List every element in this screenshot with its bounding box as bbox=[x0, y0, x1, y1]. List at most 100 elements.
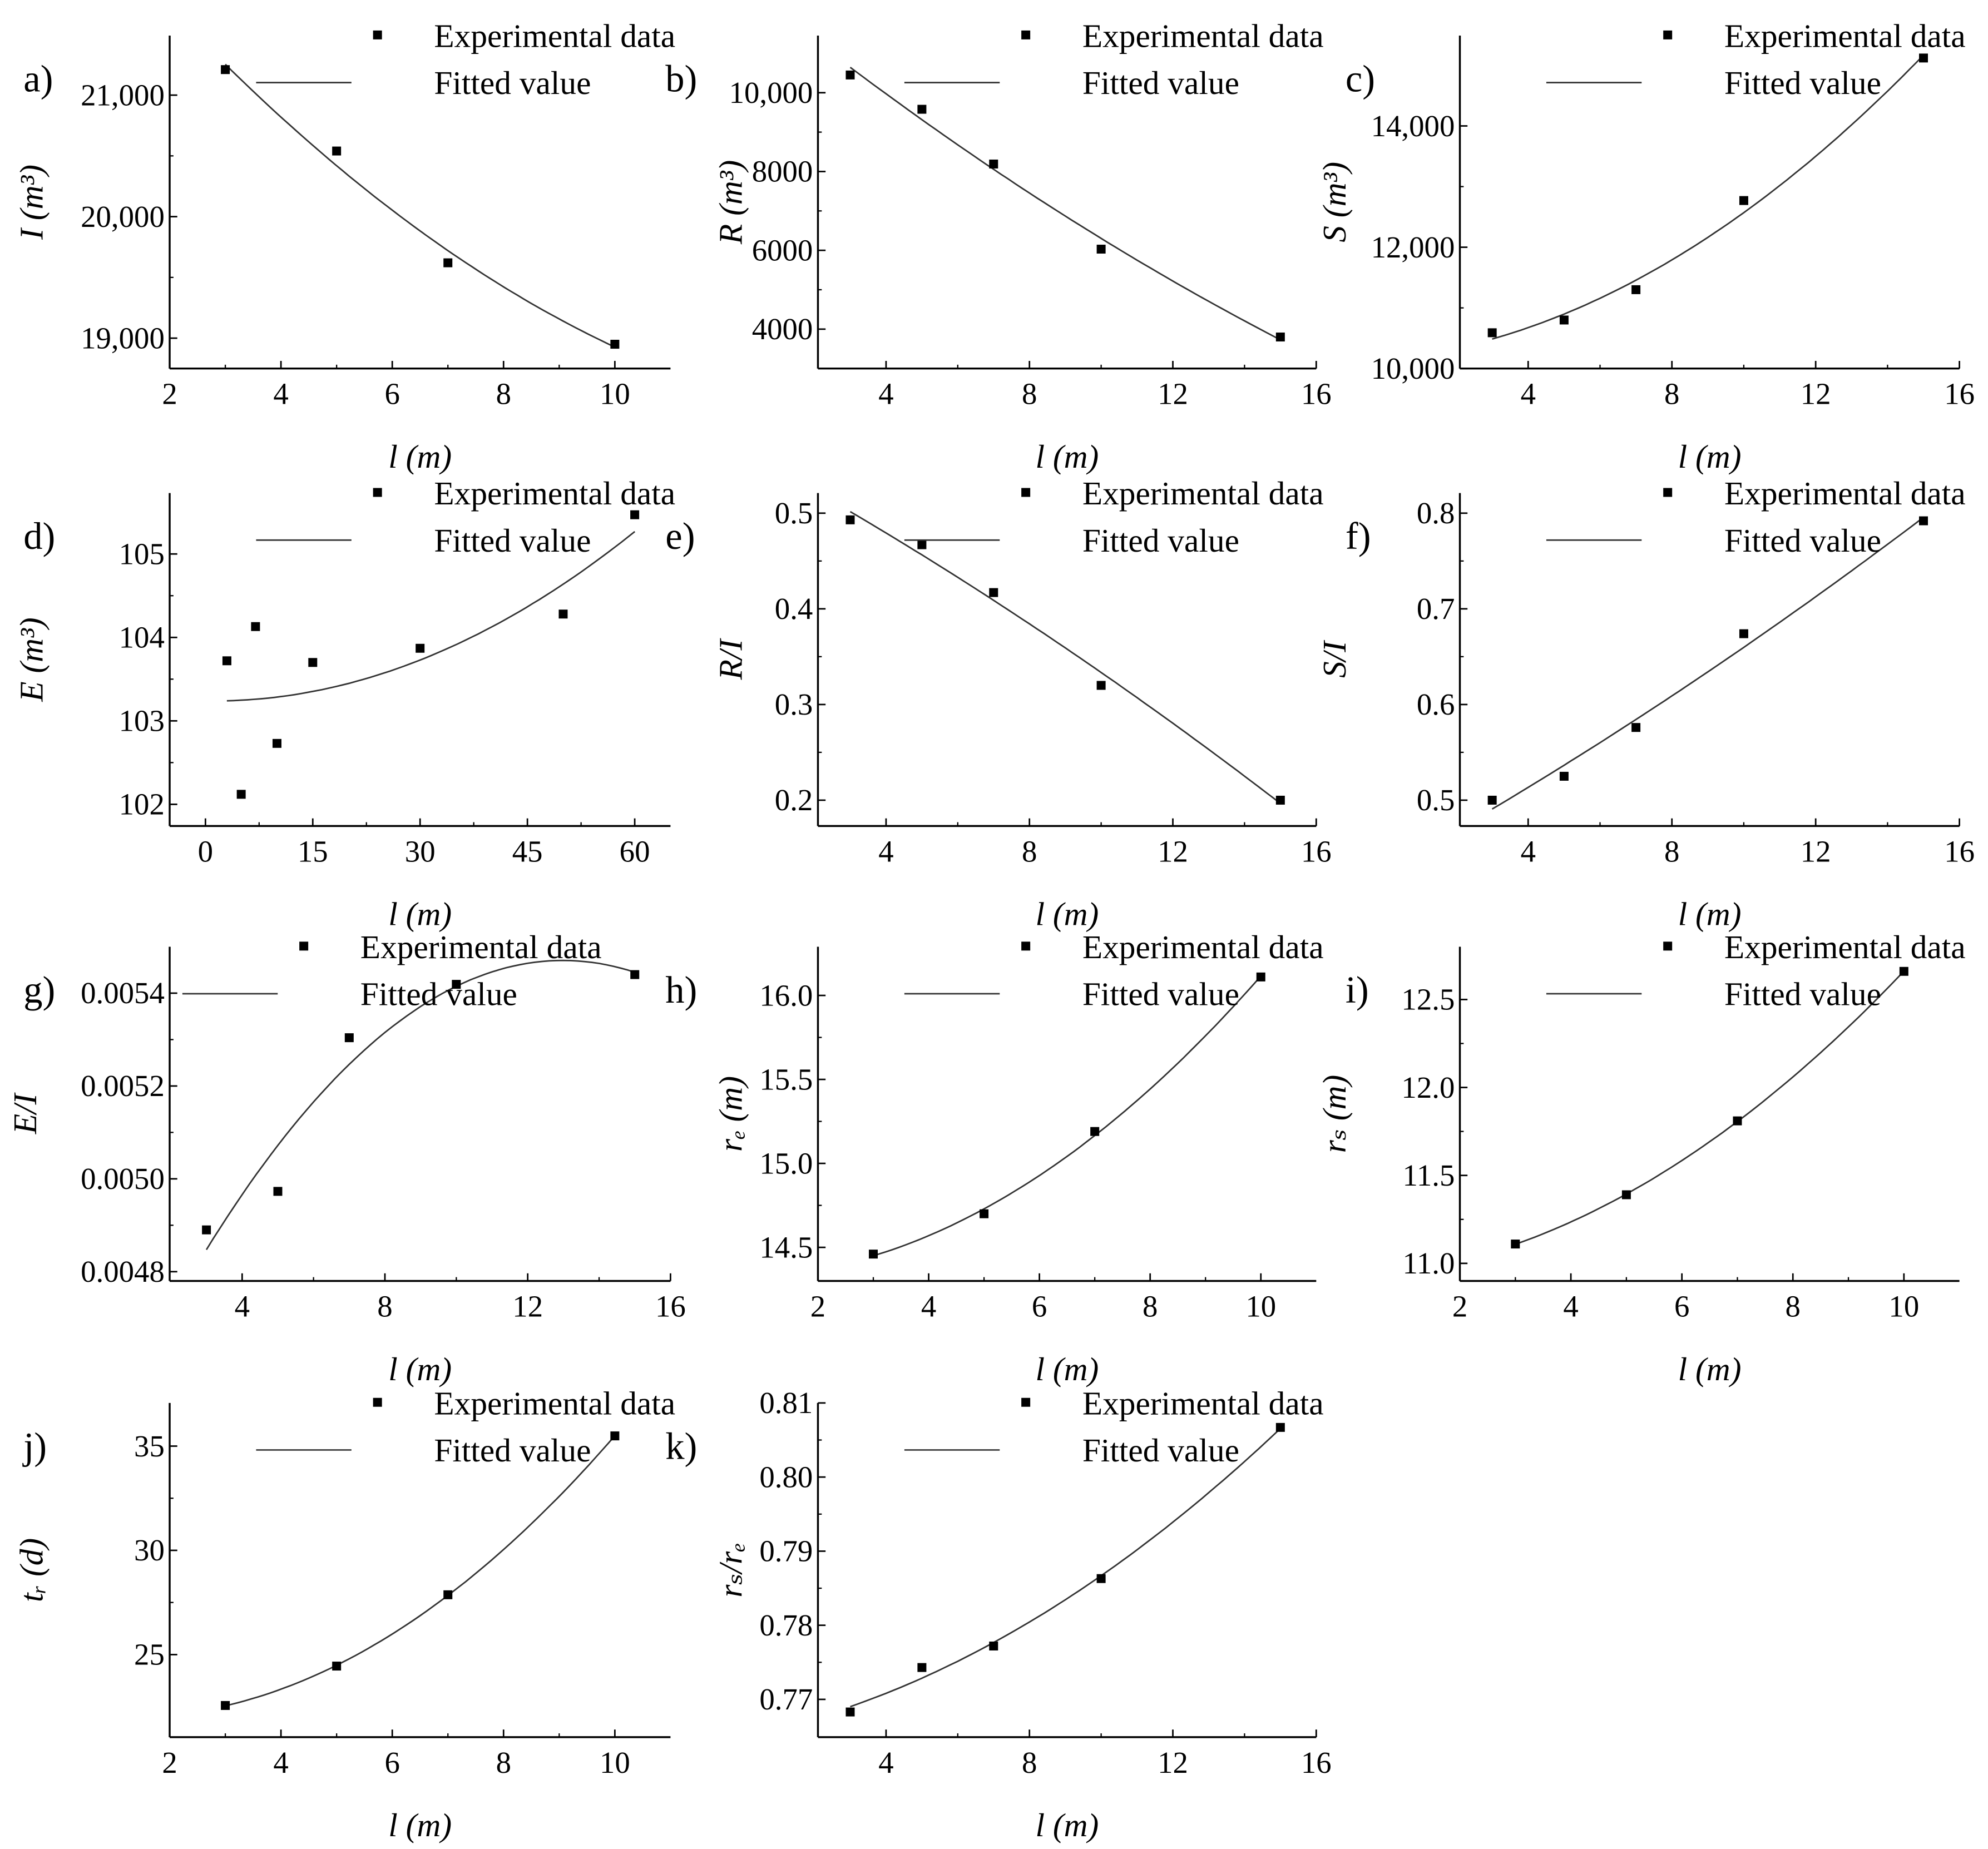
data-point bbox=[1256, 972, 1265, 981]
legend-marker bbox=[373, 1397, 382, 1407]
x-tick-label: 6 bbox=[1674, 1289, 1689, 1323]
legend-label: Experimental data bbox=[1082, 18, 1324, 54]
y-tick-label: 0.7 bbox=[1417, 592, 1455, 626]
legend-label: Experimental data bbox=[434, 475, 675, 512]
x-tick-label: 60 bbox=[620, 834, 650, 868]
x-tick-label: 16 bbox=[1944, 377, 1975, 411]
fit-curve bbox=[849, 67, 1281, 341]
panel-label: j) bbox=[22, 1425, 47, 1467]
panel-label: i) bbox=[1346, 969, 1369, 1011]
x-axis-label: l (m) bbox=[1035, 1351, 1099, 1387]
data-point bbox=[416, 643, 425, 653]
panel-label: c) bbox=[1346, 58, 1375, 100]
y-tick-label: 12.5 bbox=[1401, 983, 1455, 1017]
x-tick-label: 8 bbox=[496, 1746, 511, 1779]
fit-curve bbox=[225, 63, 615, 348]
x-tick-label: 4 bbox=[878, 1746, 893, 1779]
y-axis-label: R (m³) bbox=[712, 160, 749, 245]
data-point bbox=[236, 790, 246, 799]
data-point bbox=[1899, 966, 1908, 976]
x-tick-label: 16 bbox=[655, 1289, 686, 1323]
data-point bbox=[443, 1590, 453, 1599]
data-point bbox=[845, 70, 855, 80]
legend-marker bbox=[373, 488, 382, 497]
y-tick-label: 0.8 bbox=[1417, 496, 1455, 530]
legend-marker bbox=[1021, 941, 1031, 951]
y-tick-label: 21,000 bbox=[81, 78, 165, 112]
y-tick-label: 105 bbox=[119, 537, 165, 571]
data-point bbox=[1631, 723, 1641, 732]
x-tick-label: 2 bbox=[162, 377, 177, 411]
data-point bbox=[1096, 681, 1106, 690]
panel-i: 2 4 6 8 10 11.0 11.5 12.0 12.5 l (m) rₛ (m) i) Exper… bbox=[1316, 929, 1966, 1387]
panel-a: 2 4 6 8 10 19,000 20,000 21,000 l (m) I (m³) a) Exp… bbox=[13, 18, 676, 475]
y-tick-label: 0.0048 bbox=[81, 1255, 165, 1288]
x-tick-label: 8 bbox=[1022, 834, 1037, 868]
legend-label: Fitted value bbox=[434, 522, 591, 559]
x-axis-label: l (m) bbox=[1678, 438, 1742, 475]
y-axis-label: rₛ/rₑ bbox=[712, 1543, 749, 1597]
x-tick-label: 8 bbox=[1664, 377, 1679, 411]
data-point bbox=[1919, 516, 1928, 526]
x-tick-label: 8 bbox=[496, 377, 511, 411]
x-axis-label: l (m) bbox=[388, 438, 452, 475]
x-tick-label: 4 bbox=[235, 1289, 250, 1323]
data-point bbox=[1559, 771, 1569, 781]
y-axis-label: rₛ (m) bbox=[1316, 1075, 1353, 1153]
x-tick-label: 12 bbox=[1801, 834, 1831, 868]
x-tick-label: 10 bbox=[600, 1746, 630, 1779]
data-point bbox=[917, 540, 927, 549]
y-tick-label: 20,000 bbox=[81, 200, 165, 234]
y-tick-label: 11.0 bbox=[1402, 1246, 1455, 1280]
data-point bbox=[1631, 285, 1641, 294]
panel-e: 4 8 12 16 0.2 0.3 0.4 0.5 l (m) R/I e) Experimental… bbox=[665, 475, 1331, 932]
y-tick-label: 0.79 bbox=[759, 1534, 813, 1568]
x-tick-label: 4 bbox=[1563, 1289, 1578, 1323]
data-point bbox=[630, 510, 640, 519]
panel-label: a) bbox=[23, 58, 53, 100]
y-tick-label: 0.3 bbox=[775, 687, 813, 721]
y-tick-label: 0.77 bbox=[759, 1682, 813, 1716]
data-point bbox=[989, 588, 998, 597]
y-axis-label: tᵣ (d) bbox=[13, 1538, 50, 1602]
fit-curve bbox=[873, 975, 1262, 1257]
y-tick-label: 0.0052 bbox=[81, 1069, 165, 1103]
data-point bbox=[630, 970, 640, 979]
x-tick-label: 12 bbox=[1801, 377, 1831, 411]
y-tick-label: 30 bbox=[134, 1533, 165, 1567]
y-tick-label: 0.2 bbox=[775, 783, 813, 817]
legend-label: Fitted value bbox=[360, 976, 517, 1013]
x-tick-label: 10 bbox=[1245, 1289, 1276, 1323]
x-axis-label: l (m) bbox=[1035, 1807, 1099, 1843]
y-tick-label: 25 bbox=[134, 1638, 165, 1672]
y-tick-label: 0.0054 bbox=[81, 976, 165, 1010]
x-tick-label: 12 bbox=[1158, 1746, 1188, 1779]
x-axis-label: l (m) bbox=[1035, 438, 1099, 475]
data-point bbox=[1090, 1127, 1100, 1136]
x-tick-label: 16 bbox=[1944, 834, 1975, 868]
x-tick-label: 6 bbox=[384, 1746, 399, 1779]
x-tick-label: 4 bbox=[1521, 834, 1536, 868]
x-tick-label: 0 bbox=[198, 834, 213, 868]
data-point bbox=[222, 656, 231, 666]
data-point bbox=[332, 1662, 342, 1671]
y-tick-label: 0.4 bbox=[775, 592, 813, 626]
panel-d: 0 15 30 45 60 102 103 104 105 l (m) E (m³) d) Experi… bbox=[13, 475, 676, 932]
data-point bbox=[1096, 1574, 1106, 1583]
x-tick-label: 6 bbox=[1032, 1289, 1047, 1323]
y-axis-label: rₑ (m) bbox=[712, 1076, 749, 1152]
legend-label: Experimental data bbox=[1724, 929, 1966, 965]
x-tick-label: 8 bbox=[1022, 1746, 1037, 1779]
y-tick-label: 8000 bbox=[752, 155, 813, 189]
legend-marker bbox=[1663, 488, 1673, 497]
data-point bbox=[610, 340, 620, 349]
panel-label: b) bbox=[665, 58, 697, 100]
panel-label: k) bbox=[665, 1425, 697, 1467]
data-point bbox=[221, 65, 230, 75]
y-tick-label: 4000 bbox=[752, 312, 813, 346]
data-point bbox=[1487, 795, 1497, 805]
data-point bbox=[251, 622, 260, 631]
y-tick-label: 0.5 bbox=[1417, 783, 1455, 817]
panel-label: e) bbox=[665, 515, 695, 557]
